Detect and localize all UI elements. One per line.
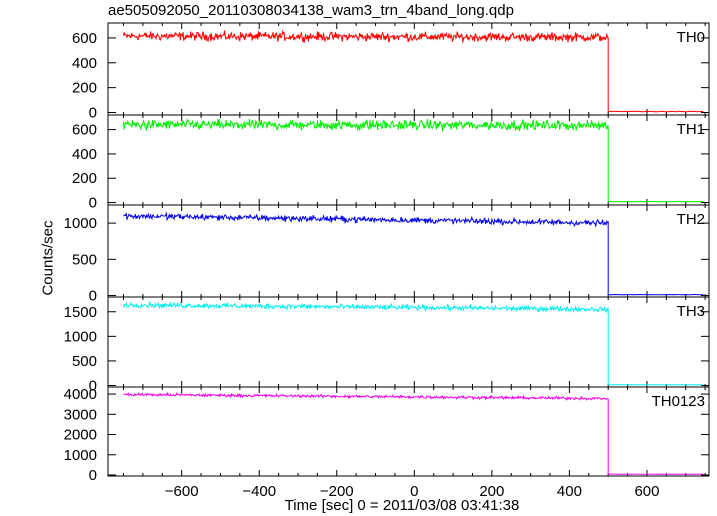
x-tick-label: 600 xyxy=(634,483,659,500)
series-line-th2 xyxy=(123,211,704,296)
panel-frame-th3 xyxy=(107,296,710,388)
x-tick-label: 200 xyxy=(479,483,504,500)
panel-label-th3: TH3 xyxy=(677,303,705,320)
y-tick-label: 600 xyxy=(72,30,97,47)
y-tick-label: 3000 xyxy=(64,406,97,423)
series-line-th0123 xyxy=(123,391,704,475)
series-line-th3 xyxy=(123,300,704,386)
y-tick-label: 200 xyxy=(72,80,97,97)
x-tick-label: 400 xyxy=(557,483,582,500)
y-tick-label: 400 xyxy=(72,55,97,72)
y-tick-label: 1000 xyxy=(64,215,97,232)
panel-label-th0123: TH0123 xyxy=(652,393,705,410)
x-tick-label: 0 xyxy=(410,483,418,500)
y-tick-label: 0 xyxy=(89,467,97,484)
y-tick-label: 400 xyxy=(72,146,97,163)
y-tick-label: 1000 xyxy=(64,328,97,345)
x-tick-label: −600 xyxy=(165,483,199,500)
series-line-th0 xyxy=(123,29,704,113)
panel-frame-th1 xyxy=(107,114,710,206)
chart-title: ae505092050_20110308034138_wam3_trn_4ban… xyxy=(108,2,514,19)
y-tick-label: 0 xyxy=(89,105,97,122)
series-line-th1 xyxy=(123,118,704,203)
y-tick-label: 500 xyxy=(72,353,97,370)
x-tick-label: −400 xyxy=(242,483,276,500)
y-tick-label: 0 xyxy=(89,378,97,395)
y-tick-label: 0 xyxy=(89,195,97,212)
y-tick-label: 1000 xyxy=(64,447,97,464)
y-tick-label: 1500 xyxy=(64,304,97,321)
panel-frame-th0123 xyxy=(107,386,710,477)
panel-label-th1: TH1 xyxy=(677,121,705,138)
y-tick-label: 200 xyxy=(72,170,97,187)
panel-label-th0: TH0 xyxy=(677,29,705,46)
y-tick-label: 600 xyxy=(72,122,97,139)
y-tick-label: 2000 xyxy=(64,427,97,444)
y-tick-label: 500 xyxy=(72,251,97,268)
panel-label-th2: TH2 xyxy=(677,211,705,228)
y-tick-label: 4000 xyxy=(64,386,97,403)
x-tick-label: −200 xyxy=(320,483,354,500)
panel-frame-th0 xyxy=(107,22,710,116)
x-axis-label: Time [sec] 0 = 2011/03/08 03:41:38 xyxy=(284,497,520,514)
y-tick-label: 0 xyxy=(89,288,97,305)
